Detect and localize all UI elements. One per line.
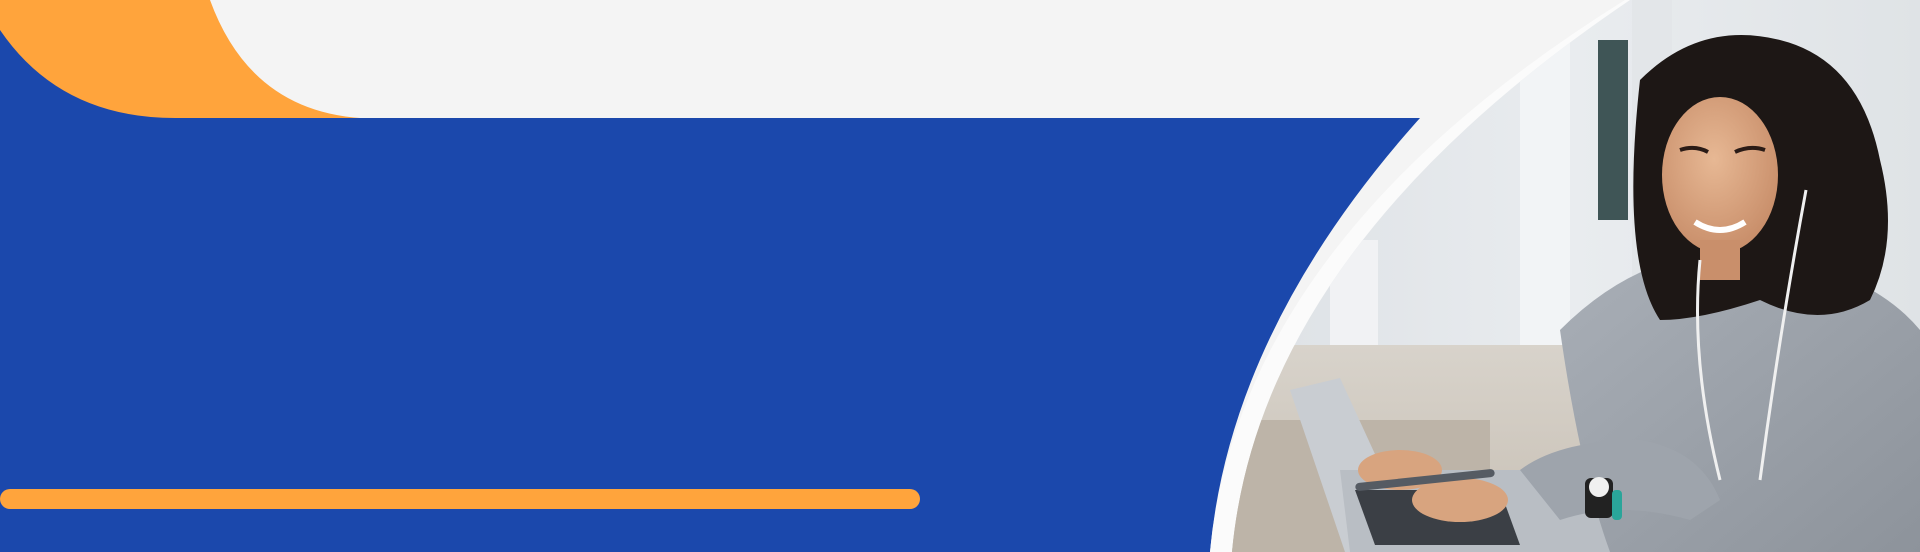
orange-accent-bar — [0, 489, 920, 509]
blue-main-shape — [0, 30, 1420, 552]
orange-corner-arc — [0, 0, 360, 118]
photo-woman-laptop — [1232, 0, 1920, 552]
